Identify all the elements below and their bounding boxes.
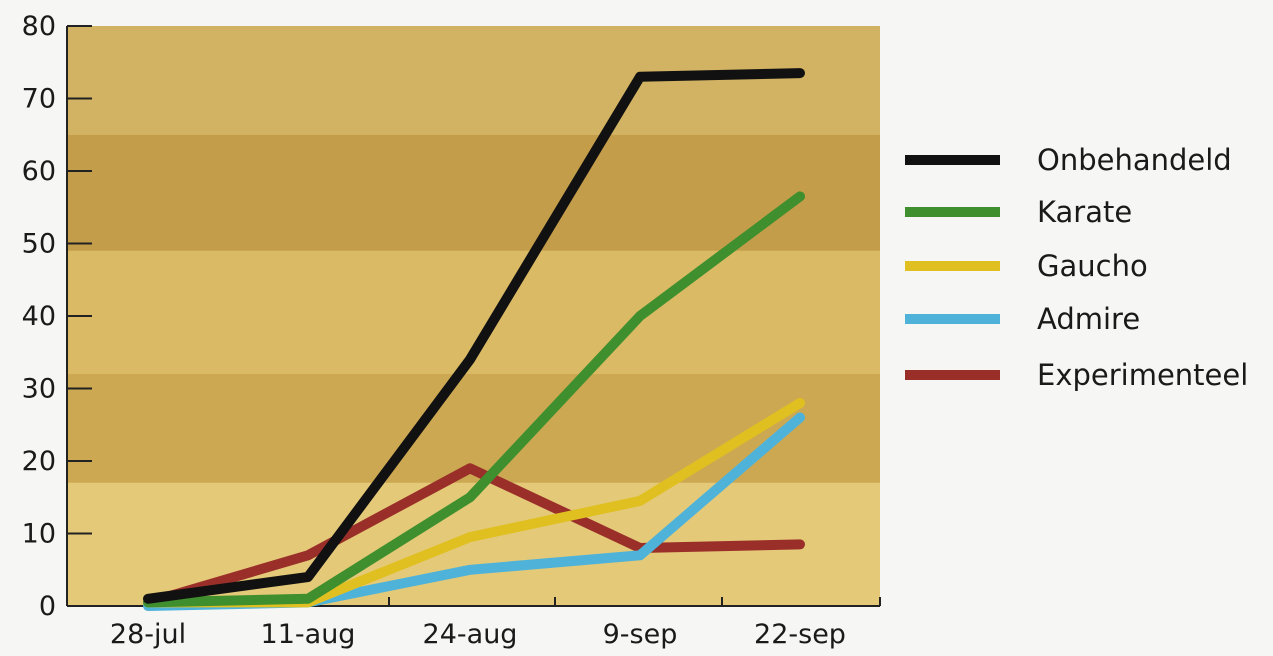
background-band xyxy=(67,134,880,251)
x-tick-label: 9-sep xyxy=(603,619,678,650)
x-tick-label: 28-jul xyxy=(110,619,186,650)
y-tick-label: 60 xyxy=(22,156,56,187)
y-tick-label: 20 xyxy=(22,446,56,477)
chart-axes: 0 10 20 30 40 50 60 70 80 28-jul 11-aug 24-aug 9-sep… xyxy=(22,11,881,650)
legend-label: Admire xyxy=(1037,302,1140,336)
x-tick-label: 11-aug xyxy=(261,619,356,650)
y-tick-label: 30 xyxy=(22,374,56,405)
background-band xyxy=(67,26,880,135)
series-line-onbehandeld xyxy=(143,68,805,604)
y-tick-label: 40 xyxy=(22,301,56,332)
legend-label: Gaucho xyxy=(1037,249,1148,283)
legend: Onbehandeld Karate Gaucho Admire Experimente… xyxy=(905,143,1248,392)
x-tick-label: 24-aug xyxy=(423,619,518,650)
legend-label: Experimenteel xyxy=(1037,358,1248,392)
series-line-karate xyxy=(143,191,805,608)
y-tick-label: 10 xyxy=(22,519,56,550)
y-tick-label: 80 xyxy=(22,11,56,42)
series-line-experimenteel xyxy=(143,463,805,608)
y-tick-label: 70 xyxy=(22,84,56,115)
y-tick-label: 50 xyxy=(22,229,56,260)
legend-label: Karate xyxy=(1037,195,1132,229)
y-tick-label: 0 xyxy=(39,591,56,622)
legend-label: Onbehandeld xyxy=(1037,143,1232,177)
series-lines xyxy=(143,68,805,611)
plot-background xyxy=(67,26,880,606)
x-tick-label: 22-sep xyxy=(754,619,846,650)
